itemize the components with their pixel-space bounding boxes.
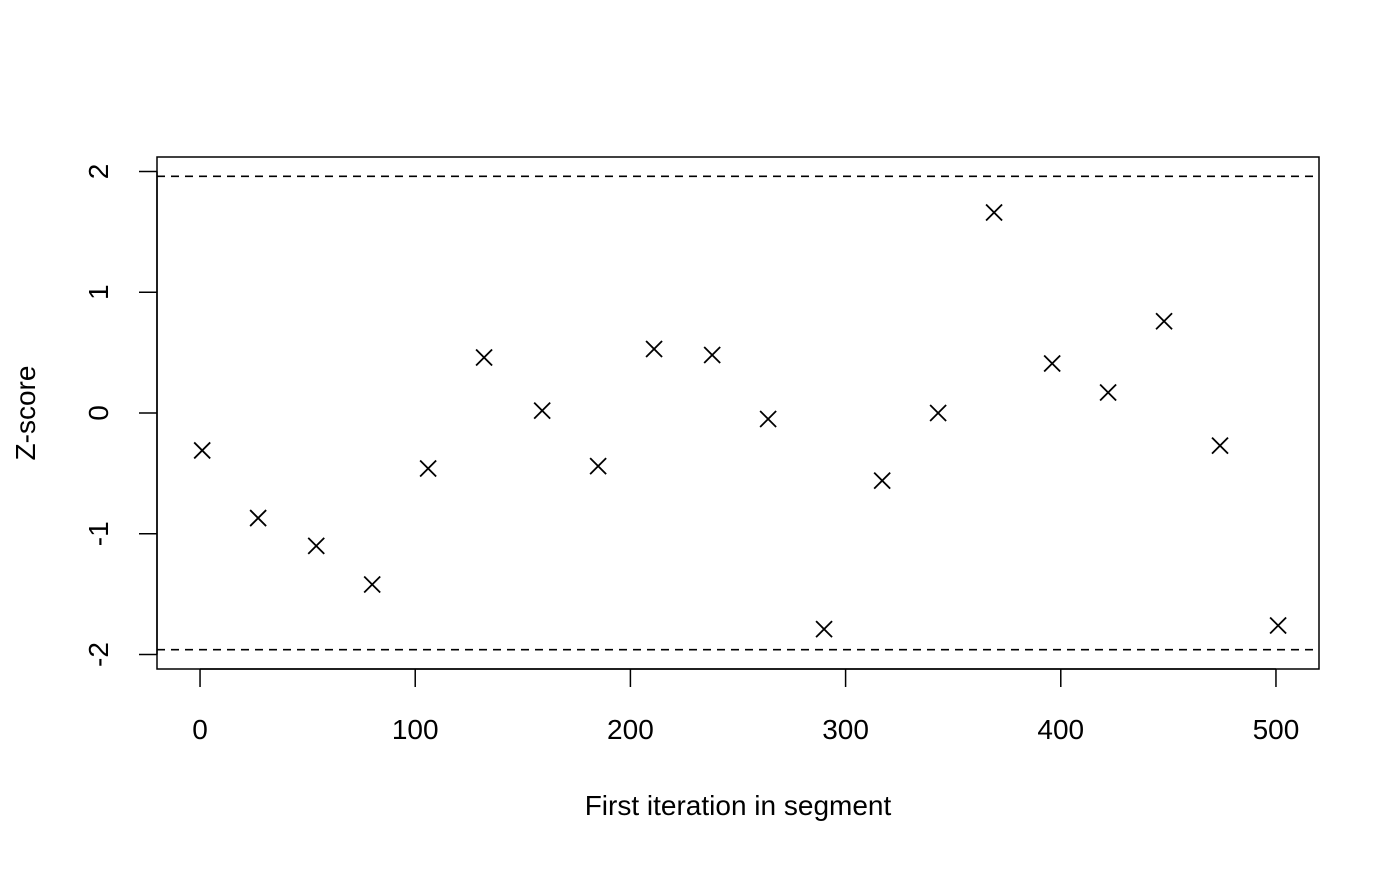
x-axis-label: First iteration in segment [585, 790, 892, 821]
data-point [929, 404, 947, 422]
reference-lines [157, 175, 1319, 651]
data-point [363, 575, 381, 594]
data-point [1155, 312, 1173, 330]
data-point [193, 441, 211, 460]
x-tick-label: 100 [392, 714, 439, 745]
y-tick-label: 2 [83, 164, 114, 180]
data-points [193, 203, 1287, 638]
x-tick-label: 0 [192, 714, 208, 745]
data-point [589, 457, 607, 475]
data-point [759, 410, 777, 428]
y-tick-label: -2 [83, 642, 114, 667]
x-tick-label: 400 [1037, 714, 1084, 745]
x-tick-label: 200 [607, 714, 654, 745]
data-point [533, 401, 551, 420]
x-axis: 0 100 200 300 400 500 [192, 668, 1300, 745]
data-point [249, 509, 267, 527]
x-tick-label: 500 [1253, 714, 1300, 745]
data-point [1099, 383, 1117, 402]
data-point [1211, 436, 1229, 455]
data-point [645, 340, 663, 358]
data-point [1043, 354, 1061, 373]
y-tick-label: 0 [83, 405, 114, 421]
data-point [1269, 616, 1287, 635]
y-axis: -2 -1 0 1 2 [83, 164, 158, 667]
data-point [873, 471, 891, 490]
y-tick-label: 1 [83, 284, 114, 300]
x-tick-label: 300 [822, 714, 869, 745]
y-axis-label: Z-score [10, 366, 41, 461]
data-point [475, 348, 493, 367]
y-tick-label: -1 [83, 521, 114, 546]
plot-frame [156, 156, 1320, 670]
data-point [703, 346, 721, 364]
data-point [307, 537, 325, 555]
data-point [985, 203, 1003, 222]
data-point [419, 459, 437, 478]
data-point [815, 620, 833, 638]
